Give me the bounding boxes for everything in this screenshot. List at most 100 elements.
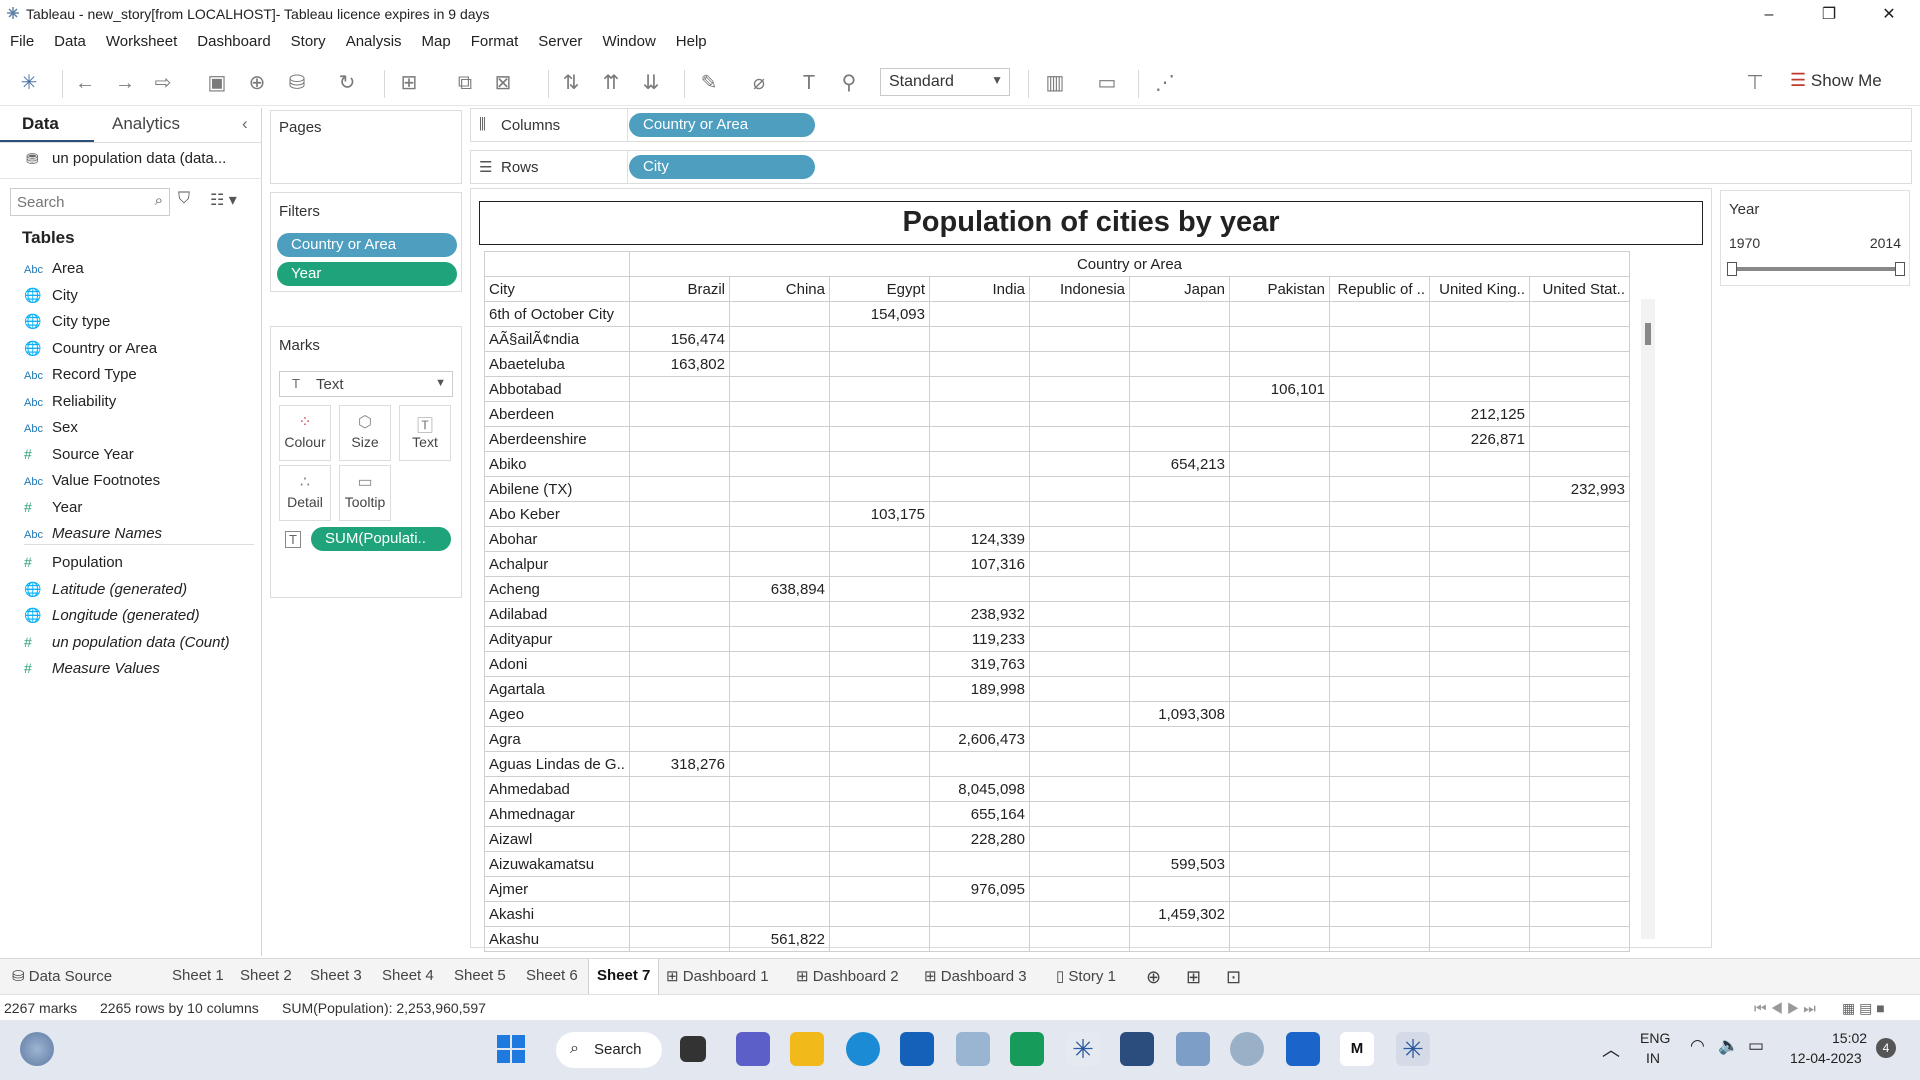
population-cell[interactable]: 119,233: [929, 626, 1030, 652]
population-cell[interactable]: 189,998: [929, 676, 1030, 702]
field-measure-values[interactable]: # Measure Values: [24, 660, 160, 682]
tab-sheet-6[interactable]: Sheet 6: [526, 967, 578, 984]
fix-axes-icon[interactable]: ⚲: [841, 72, 857, 94]
city-cell[interactable]: Akashu: [484, 926, 630, 952]
back-icon[interactable]: ←: [75, 72, 95, 94]
country-header[interactable]: Pakistan: [1229, 276, 1330, 302]
menu-window[interactable]: Window: [602, 33, 656, 50]
nav-first-icon[interactable]: ⏮ ◀ ▶ ⏭: [1754, 1000, 1816, 1016]
population-cell[interactable]: 1,093,308: [1129, 701, 1230, 727]
country-header[interactable]: Indonesia: [1029, 276, 1130, 302]
population-cell[interactable]: 212,125: [1429, 401, 1530, 427]
population-cell[interactable]: 654,213: [1129, 451, 1230, 477]
size-card[interactable]: ⬡ Size: [339, 405, 391, 461]
population-cell[interactable]: 106,101: [1229, 376, 1330, 402]
tooltip-card[interactable]: ▭ Tooltip: [339, 465, 391, 521]
country-header[interactable]: Brazil: [629, 276, 730, 302]
datasource-name[interactable]: un population data (data...: [52, 150, 227, 167]
population-cell[interactable]: 638,894: [729, 576, 830, 602]
fit-dropdown[interactable]: Standard ▼: [880, 68, 1010, 96]
new-worksheet-tab-icon[interactable]: ⊕: [1146, 967, 1162, 987]
tab-dashboard-2[interactable]: ⊞ Dashboard 2: [796, 968, 899, 985]
show-cards-icon[interactable]: ▥: [1045, 72, 1065, 94]
new-worksheet-icon[interactable]: ⊞: [400, 72, 418, 94]
field-city[interactable]: 🌐 City: [24, 287, 78, 309]
field-city-type[interactable]: 🌐 City type: [24, 313, 110, 335]
city-cell[interactable]: Aberdeen: [484, 401, 630, 427]
redo-icon[interactable]: ⇨: [154, 72, 172, 94]
edge-icon[interactable]: [846, 1032, 880, 1066]
labels-icon[interactable]: T: [802, 72, 816, 94]
field-year[interactable]: # Year: [24, 499, 82, 521]
city-cell[interactable]: Abohar: [484, 526, 630, 552]
clock-date[interactable]: 12-04-2023: [1790, 1050, 1862, 1066]
clear-sheet-icon[interactable]: ⊠: [494, 72, 512, 94]
city-cell[interactable]: Abilene (TX): [484, 476, 630, 502]
settings-icon[interactable]: [1230, 1032, 1264, 1066]
taskbar-search[interactable]: ⌕ Search: [556, 1032, 662, 1068]
field-area[interactable]: Abc Area: [24, 260, 84, 282]
population-cell[interactable]: 1,459,302: [1129, 901, 1230, 927]
field-country-or-area[interactable]: 🌐 Country or Area: [24, 340, 157, 362]
year-range-slider[interactable]: [1731, 267, 1899, 271]
menu-format[interactable]: Format: [470, 33, 519, 50]
menu-analysis[interactable]: Analysis: [345, 33, 402, 50]
population-cell[interactable]: 2,606,473: [929, 726, 1030, 752]
swap-rows-columns-icon[interactable]: ⇅: [562, 72, 580, 94]
menu-dashboard[interactable]: Dashboard: [197, 33, 271, 50]
tab-sheet-2[interactable]: Sheet 2: [240, 967, 292, 984]
population-cell[interactable]: 107,316: [929, 551, 1030, 577]
detail-card[interactable]: ∴ Detail: [279, 465, 331, 521]
pause-updates-icon[interactable]: ⛁: [288, 72, 306, 94]
population-cell[interactable]: 976,095: [929, 876, 1030, 902]
city-cell[interactable]: Ahmedabad: [484, 776, 630, 802]
rows-pill-city[interactable]: City: [629, 155, 815, 179]
minimize-button[interactable]: –: [1764, 6, 1774, 23]
tab-sheet-7[interactable]: Sheet 7: [588, 959, 660, 995]
filter-fields-icon[interactable]: ⛉: [178, 190, 191, 207]
country-header[interactable]: Republic of ..: [1329, 276, 1430, 302]
sort-ascending-icon[interactable]: ⇈: [602, 72, 620, 94]
city-cell[interactable]: Abaeteluba: [484, 351, 630, 377]
population-cell[interactable]: 228,280: [929, 826, 1030, 852]
menu-story[interactable]: Story: [290, 33, 326, 50]
population-cell[interactable]: 103,175: [829, 501, 930, 527]
country-header[interactable]: Egypt: [829, 276, 930, 302]
field-source-year[interactable]: # Source Year: [24, 446, 134, 468]
field-un-population-data-count-[interactable]: # un population data (Count): [24, 634, 230, 656]
vertical-scrollbar[interactable]: [1641, 299, 1655, 939]
group-icon[interactable]: ⌀: [752, 72, 766, 94]
mail-icon[interactable]: [1286, 1032, 1320, 1066]
pages-shelf[interactable]: Pages: [270, 110, 462, 184]
city-cell[interactable]: Aguas Lindas de G..: [484, 751, 630, 777]
menu-map[interactable]: Map: [421, 33, 451, 50]
menu-file[interactable]: File: [10, 33, 35, 50]
city-cell[interactable]: Ageo: [484, 701, 630, 727]
filter-pill-year[interactable]: Year: [277, 262, 457, 286]
country-header[interactable]: United King..: [1429, 276, 1530, 302]
year-slider-min-handle[interactable]: [1727, 262, 1737, 276]
tab-dashboard-1[interactable]: ⊞ Dashboard 1: [666, 968, 769, 985]
tab-data[interactable]: Data: [22, 114, 59, 133]
battery-icon[interactable]: ▭: [1748, 1036, 1765, 1055]
city-cell[interactable]: 6th of October City: [484, 301, 630, 327]
save-icon[interactable]: ▣: [207, 72, 227, 94]
start-icon[interactable]: [494, 1032, 528, 1066]
task-view-icon[interactable]: [680, 1036, 706, 1062]
new-dashboard-tab-icon[interactable]: ⊞: [1186, 967, 1202, 987]
population-cell[interactable]: 318,276: [629, 751, 730, 777]
refresh-icon[interactable]: ↻: [338, 72, 356, 94]
city-cell[interactable]: Agartala: [484, 676, 630, 702]
duplicate-sheet-icon[interactable]: ⧉: [457, 72, 473, 94]
city-cell[interactable]: AÃ§ailÃ¢ndia: [484, 326, 630, 352]
field-record-type[interactable]: Abc Record Type: [24, 366, 137, 388]
mark-type-dropdown[interactable]: T Text ▼: [279, 371, 453, 397]
population-cell[interactable]: 232,993: [1529, 476, 1630, 502]
city-cell[interactable]: Adityapur: [484, 626, 630, 652]
view-toggle-icon[interactable]: ▦ ▤ ■: [1842, 1000, 1885, 1016]
viz-title[interactable]: Population of cities by year: [479, 201, 1703, 245]
tab-data-source[interactable]: ⛁ Data Source: [12, 968, 113, 985]
population-cell[interactable]: 561,822: [729, 926, 830, 952]
tab-sheet-1[interactable]: Sheet 1: [172, 967, 224, 984]
share-icon[interactable]: ⋰: [1155, 72, 1175, 94]
